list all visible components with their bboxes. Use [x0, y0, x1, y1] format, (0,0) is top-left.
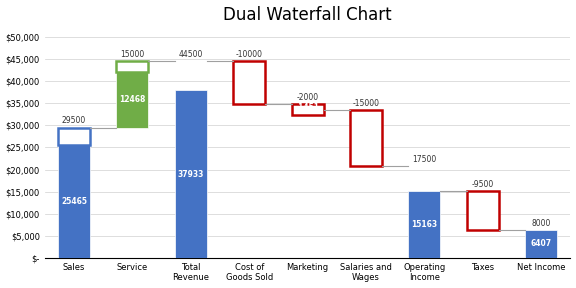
Bar [291, 104, 324, 115]
Title: Dual Waterfall Chart: Dual Waterfall Chart [223, 5, 392, 24]
Text: -12654: -12654 [351, 134, 381, 143]
Bar [175, 90, 207, 258]
Text: 37933: 37933 [177, 170, 204, 179]
Bar [525, 230, 558, 258]
Text: 8000: 8000 [532, 219, 551, 228]
Text: 44500: 44500 [179, 50, 203, 59]
Bar [233, 61, 266, 104]
Bar [58, 145, 90, 258]
Bar [350, 110, 382, 166]
Bar [408, 191, 441, 258]
Bar [116, 61, 149, 72]
Text: -2000: -2000 [297, 93, 319, 102]
Bar [350, 110, 382, 166]
Bar [467, 191, 499, 230]
Text: -8665: -8665 [237, 78, 262, 87]
Text: -10000: -10000 [236, 50, 263, 59]
Text: 25465: 25465 [61, 197, 87, 206]
Text: 15000: 15000 [120, 50, 145, 59]
Text: -15000: -15000 [353, 99, 380, 108]
Text: 12468: 12468 [119, 95, 146, 105]
Bar [58, 128, 90, 145]
Bar [233, 61, 266, 104]
Text: 29500: 29500 [62, 116, 86, 125]
Text: -8756: -8756 [471, 206, 495, 215]
Bar [116, 72, 149, 128]
Bar [467, 191, 499, 230]
Text: -9500: -9500 [472, 180, 494, 189]
Text: 6407: 6407 [530, 240, 552, 249]
Bar [291, 104, 324, 110]
Text: 15163: 15163 [411, 220, 438, 229]
Text: 17500: 17500 [412, 155, 437, 164]
Text: -1451: -1451 [295, 103, 320, 112]
